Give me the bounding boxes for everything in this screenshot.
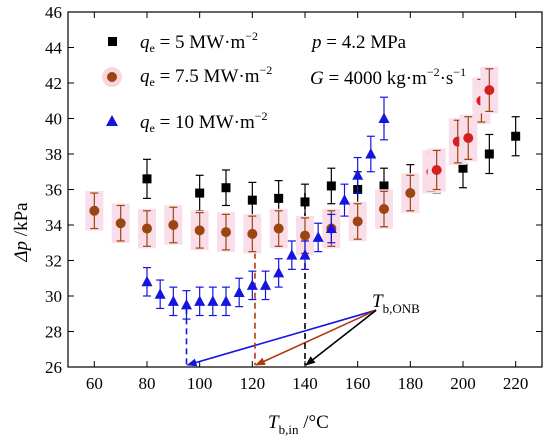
data-point-circle <box>300 230 310 241</box>
data-point-triangle <box>286 249 298 260</box>
legend-marker-square <box>108 37 117 46</box>
data-point-triangle <box>246 279 258 290</box>
data-point-circle <box>484 85 495 96</box>
data-point-circle <box>273 223 284 234</box>
y-tick-label: 30 <box>45 287 62 306</box>
x-axis-label: Tb,in /°C <box>268 412 329 437</box>
data-point-square <box>326 181 336 191</box>
data-point-circle <box>168 220 179 230</box>
data-point-triangle <box>299 249 311 260</box>
legend-label-series-3: qe = 10 MW·m−2 <box>140 109 268 135</box>
data-point-square <box>195 188 205 198</box>
series-3 <box>141 96 390 320</box>
legend-label-series-1: qe = 5 MW·m−2 <box>140 29 258 55</box>
data-point-circle <box>221 227 231 238</box>
data-point-square <box>484 149 494 159</box>
data-point-circle <box>247 228 258 239</box>
conditions: p = 4.2 MPa G = 4000 kg·m−2·s−1 <box>310 32 466 89</box>
pressure-condition: p = 4.2 MPa <box>310 32 407 53</box>
data-point-triangle <box>194 295 206 306</box>
data-point-triangle <box>181 298 192 310</box>
x-tick-label: 60 <box>86 374 103 393</box>
y-tick-label: 32 <box>45 252 62 271</box>
x-tick-label: 180 <box>398 374 424 393</box>
legend: qe = 5 MW·m−2 qe = 7.5 MW·m−2 qe = 10 MW… <box>102 29 272 135</box>
data-point-triangle <box>154 288 166 299</box>
y-tick-label: 40 <box>45 110 62 129</box>
tick-labels: 60 80 100 120 140 160 180 200 220 26 28 30 32 34 36 38 4… <box>45 3 528 393</box>
data-point-square <box>274 193 284 203</box>
series-layer <box>85 66 521 320</box>
data-point-triangle <box>352 169 364 180</box>
y-tick-label: 42 <box>45 74 62 93</box>
legend-marker-triangle <box>106 115 118 126</box>
x-tick-label: 80 <box>139 374 156 393</box>
onb-annotation-label: Tb,ONB <box>372 291 420 316</box>
legend-label-series-2: qe = 7.5 MW·m−2 <box>140 63 272 89</box>
onb-arrow <box>255 309 377 366</box>
data-point-triangle <box>312 231 324 242</box>
data-point-triangle <box>325 222 337 234</box>
data-point-circle <box>352 216 363 227</box>
data-point-triangle <box>220 295 232 306</box>
data-point-triangle <box>167 295 179 306</box>
y-tick-label: 26 <box>45 358 62 377</box>
y-tick-label: 44 <box>45 39 63 58</box>
data-point-triangle <box>339 194 350 205</box>
x-tick-label: 140 <box>292 374 318 393</box>
data-point-circle <box>194 225 205 236</box>
x-tick-label: 120 <box>240 374 266 393</box>
data-point-square <box>247 195 257 205</box>
y-tick-label: 34 <box>45 216 63 235</box>
data-point-triangle <box>233 286 245 297</box>
data-point-square <box>142 174 152 184</box>
onb-arrow <box>305 309 377 366</box>
data-point-triangle <box>273 266 285 278</box>
data-point-triangle <box>260 279 271 290</box>
data-point-circle <box>431 164 442 175</box>
data-point-circle <box>142 223 152 234</box>
data-point-square <box>458 163 468 173</box>
x-tick-label: 160 <box>345 374 371 393</box>
x-tick-label: 200 <box>450 374 476 393</box>
x-tick-label: 100 <box>187 374 213 393</box>
data-point-circle <box>379 204 389 215</box>
onb-annotation: Tb,ONB <box>372 291 420 316</box>
data-point-circle <box>89 205 100 216</box>
data-point-triangle <box>378 112 390 123</box>
y-tick-label: 38 <box>45 145 62 164</box>
data-point-triangle <box>207 295 219 306</box>
y-tick-label: 28 <box>45 323 62 342</box>
data-point-triangle <box>365 148 377 159</box>
data-point-square <box>300 197 310 207</box>
y-axis-label: Δp /kPa <box>11 202 32 263</box>
axis-ticks <box>68 11 542 368</box>
data-point-circle <box>405 188 416 199</box>
data-point-circle <box>463 133 474 144</box>
legend-marker-circle <box>107 72 117 82</box>
y-tick-label: 36 <box>45 181 62 200</box>
data-point-square <box>379 181 389 191</box>
data-point-triangle <box>141 275 153 287</box>
onb-guide-lines <box>185 193 377 367</box>
y-tick-label: 46 <box>45 3 62 22</box>
series-2 <box>85 66 499 256</box>
mass-flux-condition: G = 4000 kg·m−2·s−1 <box>310 65 466 89</box>
data-point-circle <box>115 218 126 229</box>
data-point-square <box>511 131 521 141</box>
onb-arrow <box>186 309 377 367</box>
data-point-square <box>221 183 231 193</box>
x-tick-label: 220 <box>503 374 529 393</box>
